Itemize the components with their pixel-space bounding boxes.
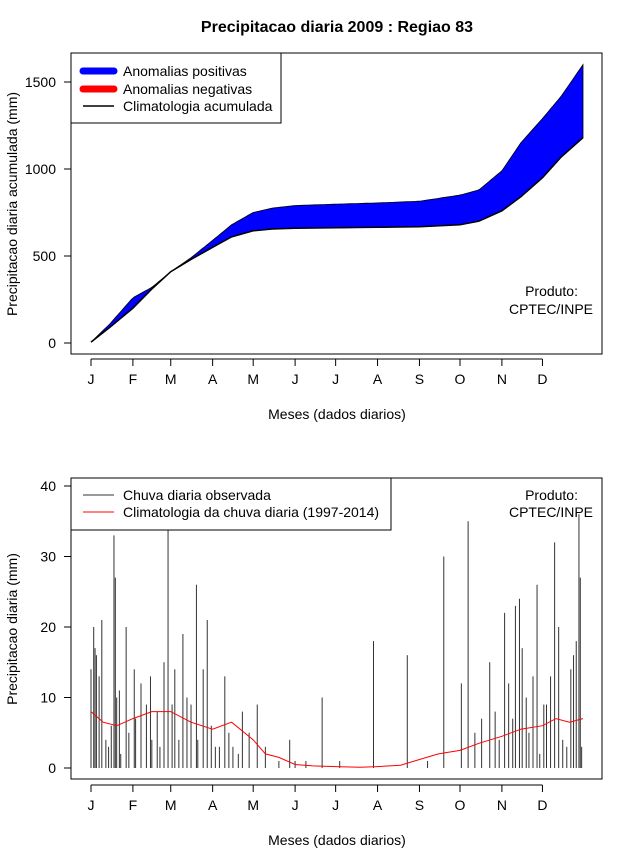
x-tick-label: M (247, 371, 259, 387)
bottom-y-axis-title: Precipitacao diaria (mm) (4, 553, 20, 705)
cumulative-precipitation-chart: 0 500 1000 1500 J F M A M J J A S O N D Precipitacao d… (4, 52, 603, 422)
y-tick-label: 0 (48, 335, 56, 351)
x-tick-label: S (415, 797, 424, 813)
climatology-line (90, 137, 584, 343)
x-tick-label: N (497, 371, 507, 387)
x-tick-label: J (332, 371, 339, 387)
bottom-product-name: CPTEC/INPE (509, 504, 593, 520)
x-tick-label: A (208, 797, 218, 813)
x-tick-label: J (332, 797, 339, 813)
x-tick-label: J (88, 797, 95, 813)
legend-label-positive: Anomalias positivas (123, 63, 247, 79)
y-tick-label: 1000 (25, 161, 56, 177)
legend-label-negative: Anomalias negativas (123, 81, 252, 97)
y-tick-label: 10 (40, 690, 56, 706)
legend-label-observed: Chuva diaria observada (123, 487, 271, 503)
legend-label-daily-climatology: Climatologia da chuva diaria (1997-2014) (123, 504, 379, 520)
top-product-label: Produto: (525, 283, 578, 299)
bottom-x-axis-title: Meses (dados diarios) (268, 832, 406, 848)
legend-label-climatology: Climatologia acumulada (123, 98, 273, 114)
y-tick-label: 500 (33, 248, 57, 264)
x-tick-label: M (165, 797, 177, 813)
x-tick-label: O (455, 371, 466, 387)
x-tick-label: S (415, 371, 424, 387)
x-tick-label: O (455, 797, 466, 813)
top-product-name: CPTEC/INPE (509, 301, 593, 317)
x-tick-label: A (373, 797, 383, 813)
chart-title: Precipitacao diaria 2009 : Regiao 83 (201, 19, 473, 36)
top-plot-marks (90, 63, 584, 343)
top-y-axis-title: Precipitacao diaria acumulada (mm) (4, 92, 20, 316)
bottom-legend: Chuva diaria observada Climatologia da c… (70, 477, 392, 531)
bottom-plot-marks (90, 514, 584, 768)
x-tick-label: D (537, 371, 547, 387)
daily-climatology-line (90, 711, 584, 768)
y-tick-label: 20 (40, 619, 56, 635)
top-legend: Anomalias positivas Anomalias negativas … (70, 52, 282, 124)
x-tick-label: M (247, 797, 259, 813)
x-tick-label: J (88, 371, 95, 387)
x-tick-label: A (208, 371, 218, 387)
x-tick-label: J (292, 797, 299, 813)
y-tick-label: 0 (48, 760, 56, 776)
x-tick-label: A (373, 371, 383, 387)
x-tick-label: M (165, 371, 177, 387)
x-tick-label: N (497, 797, 507, 813)
bottom-legend-box (70, 477, 392, 531)
x-tick-label: F (129, 371, 138, 387)
y-tick-label: 30 (40, 549, 56, 565)
bottom-y-axis: 0 10 20 30 40 (40, 478, 72, 776)
y-tick-label: 1500 (25, 74, 56, 90)
top-y-axis: 0 500 1000 1500 (25, 74, 72, 351)
daily-precipitation-chart: 0 10 20 30 40 J F M A M J J A S O N D Precipitacao diar… (4, 477, 603, 848)
x-tick-label: J (292, 371, 299, 387)
bottom-product-label: Produto: (525, 487, 578, 503)
top-x-axis-title: Meses (dados diarios) (268, 406, 406, 422)
y-tick-label: 40 (40, 478, 56, 494)
x-tick-label: F (129, 797, 138, 813)
x-tick-label: D (537, 797, 547, 813)
